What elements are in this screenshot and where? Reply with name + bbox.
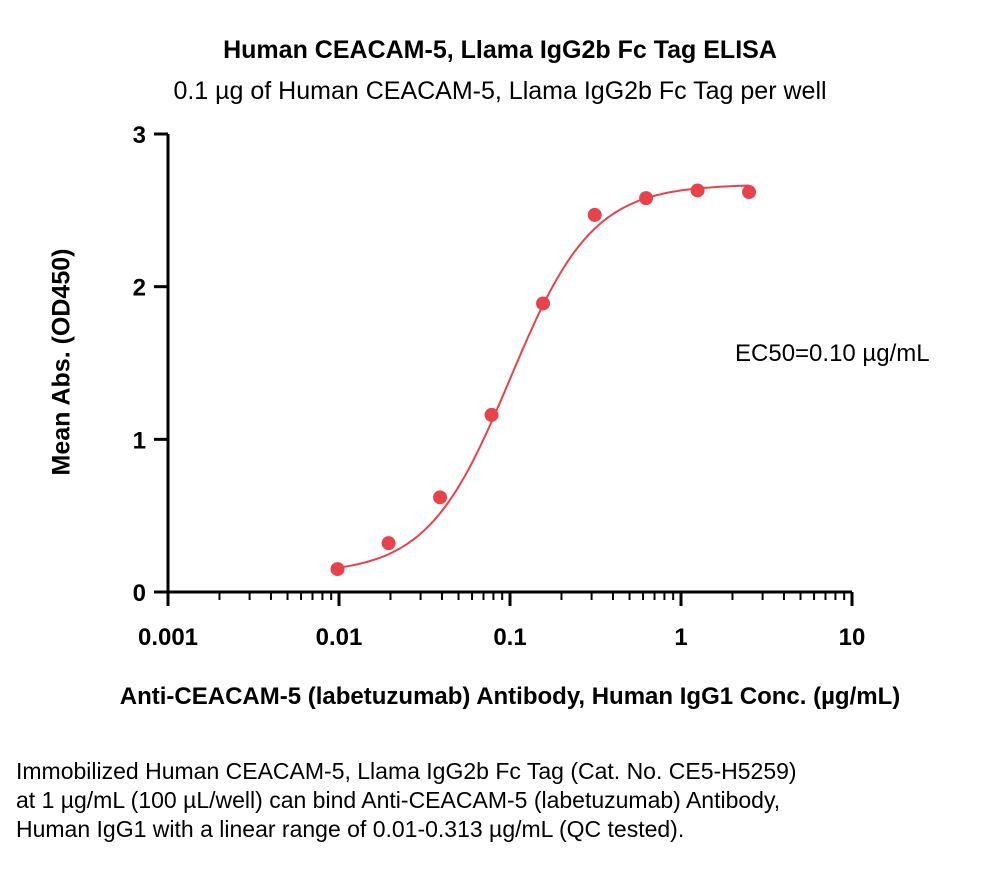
y-tick-label: 1 (133, 427, 146, 454)
fit-curve-group (337, 184, 750, 569)
y-tick-label: 3 (133, 122, 146, 149)
data-point (742, 185, 757, 200)
axes: 0.001 0.01 0.1 1 10 0 1 2 3 (133, 122, 866, 651)
x-axis-label: Anti-CEACAM-5 (labetuzumab) Antibody, Hu… (119, 683, 901, 710)
fit-curve (337, 184, 750, 569)
data-points (330, 183, 757, 577)
data-point (690, 183, 705, 198)
figure-caption: Immobilized Human CEACAM-5, Llama IgG2b … (16, 758, 797, 842)
x-tick-label: 1 (674, 624, 687, 651)
chart-title: Human CEACAM-5, Llama IgG2b Fc Tag ELISA (223, 36, 777, 64)
chart-subtitle: 0.1 µg of Human CEACAM-5, Llama IgG2b Fc… (173, 77, 827, 105)
ec50-annotation: EC50=0.10 µg/mL (735, 340, 930, 367)
x-tick-label: 0.001 (138, 624, 198, 651)
data-point (639, 191, 654, 206)
x-tick-label: 0.1 (493, 624, 526, 651)
data-point (381, 536, 396, 551)
x-tick-label: 0.01 (316, 624, 363, 651)
data-point (484, 407, 499, 422)
y-tick-label: 0 (133, 580, 146, 607)
y-tick-label: 2 (133, 275, 146, 302)
data-point (433, 490, 448, 505)
data-point (330, 562, 345, 577)
data-point (536, 296, 551, 311)
data-point (587, 207, 602, 222)
x-tick-label: 10 (839, 624, 866, 651)
